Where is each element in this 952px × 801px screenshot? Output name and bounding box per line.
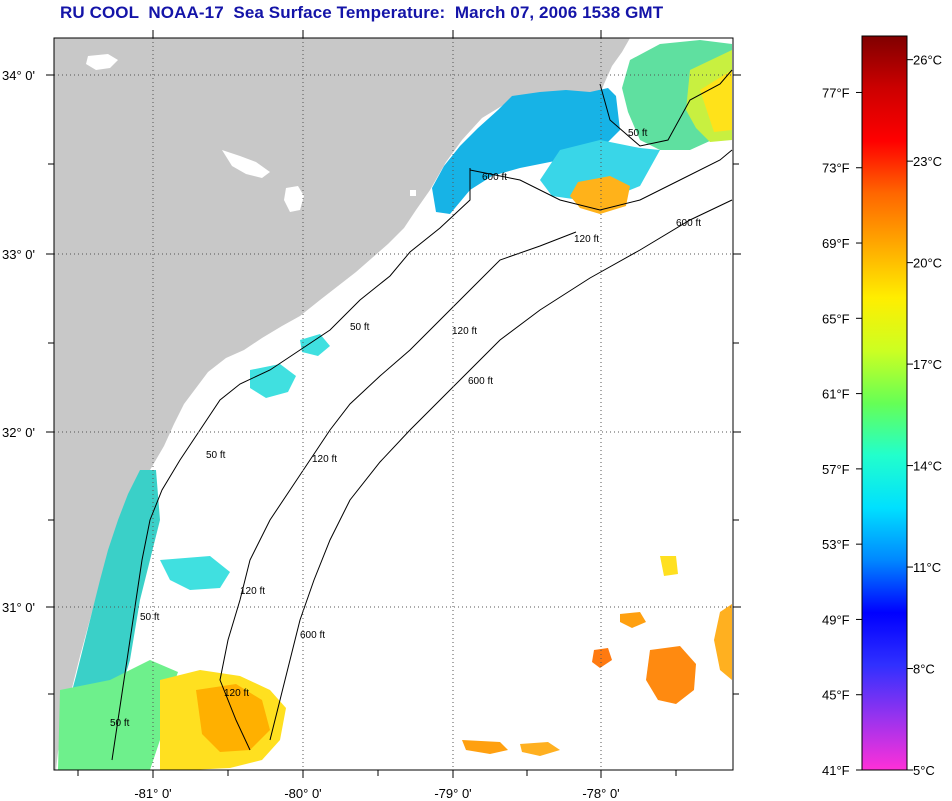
colorbar-f-label: 61°F [822,387,850,402]
colorbar-f-label: 73°F [822,161,850,176]
contour-label: 600 ft [676,218,701,229]
contour-label: 50 ft [350,322,370,333]
map-title: RU COOL NOAA-17 Sea Surface Temperature:… [60,3,664,22]
contour-label: 50 ft [110,718,130,729]
contour-50ft [599,69,733,147]
contour-600ft [269,199,733,741]
sst-coast-green [58,660,178,770]
colorbar-f-label: 41°F [822,763,850,778]
colorbar-f-label: 53°F [822,537,850,552]
contour-label: 120 ft [224,688,249,699]
contour-120ft [469,149,733,211]
colorbar: 77°F 73°F 69°F 65°F 61°F 57°F 53°F 49°F 45°F 41°F… [822,35,942,778]
sst-orange-patch5 [462,740,508,754]
colorbar-c-label: 23°C [913,154,942,169]
colorbar-c-label: 20°C [913,256,942,271]
contour-label: 120 ft [312,454,337,465]
contour-label: 600 ft [300,630,325,641]
colorbar-c-label: 26°C [913,53,942,68]
colorbar-f-label: 77°F [822,85,850,100]
contour-120ft [219,231,577,751]
sst-orange-patch [646,646,696,704]
colorbar-gradient [861,35,908,771]
contour-label: 120 ft [452,326,477,337]
sst-yellow-ne2 [700,70,732,132]
sst-cyan-specks2 [160,556,230,590]
map-area: 50 ft 120 ft 600 ft 50 ft 120 ft 600 ft … [54,38,733,770]
lake [222,150,270,178]
colorbar-f-label: 45°F [822,688,850,703]
lon-label: -81° 0' [134,786,171,801]
sst-cyan-specks3 [300,334,330,356]
sst-orange-patch3 [620,612,646,628]
lat-label: 33° 0' [2,247,35,262]
lon-label: -79° 0' [434,786,471,801]
lake [86,54,118,70]
sst-orange-patch2 [592,648,612,668]
colorbar-c-label: 5°C [913,763,935,778]
contour-label: 50 ft [206,450,226,461]
land [54,38,630,770]
contour-label: 120 ft [574,234,599,245]
colorbar-f-label: 65°F [822,311,850,326]
sst-orange-ne [570,176,630,214]
sst-orange-patch6 [520,742,560,756]
contour-label: 120 ft [240,586,265,597]
contour-label: 50 ft [628,128,648,139]
sst-orange-patch4 [714,604,732,680]
sst-yellow-patch [660,556,678,576]
lon-label: -80° 0' [284,786,321,801]
colorbar-c-label: 11°C [913,560,941,575]
lat-label: 31° 0' [2,600,35,615]
colorbar-c-label: 14°C [913,459,942,474]
sst-cyan [540,140,660,200]
map-frame [53,37,734,771]
colorbar-f-label: 49°F [822,612,850,627]
lake [284,186,304,212]
sst-se-orange [196,684,270,752]
lat-label: 34° 0' [2,68,35,83]
colorbar-f-label: 69°F [822,236,850,251]
lat-label: 32° 0' [2,425,35,440]
lon-label: -78° 0' [582,786,619,801]
colorbar-f-label: 57°F [822,462,850,477]
sst-cool-north [432,88,620,214]
lake [410,190,416,196]
contour-label: 600 ft [468,376,493,387]
sst-cyan-specks [250,364,296,398]
contour-label: 600 ft [482,172,507,183]
colorbar-c-label: 8°C [913,662,935,677]
contour-50ft [111,168,471,761]
map-ticks [46,30,741,778]
contour-label: 50 ft [140,612,160,623]
colorbar-c-label: 17°C [913,357,942,372]
